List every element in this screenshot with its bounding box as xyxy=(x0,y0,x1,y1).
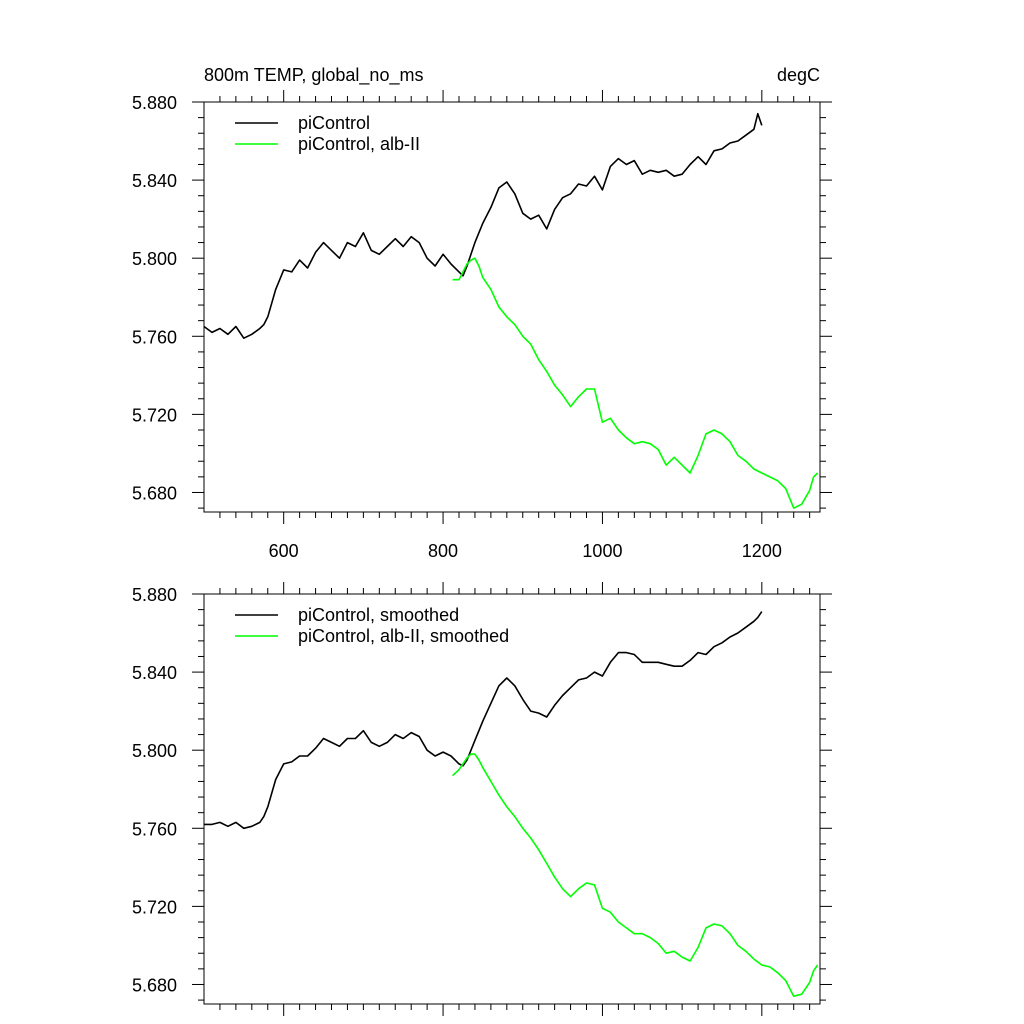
series-line-1 xyxy=(452,753,819,998)
y-tick-label: 5.840 xyxy=(132,171,177,191)
y-tick-label: 5.760 xyxy=(132,327,177,347)
y-tick-label: 5.760 xyxy=(132,819,177,839)
bottom-series xyxy=(204,611,819,998)
legend-label: piControl, alb-II, smoothed xyxy=(298,626,509,646)
legend-label: piControl, alb-II xyxy=(298,134,420,154)
y-tick-label: 5.800 xyxy=(132,249,177,269)
series-line-1 xyxy=(452,257,819,509)
top-tick-labels: 600 800 1000 1200 5.680 5.720 5.760 5.800 5.840 5… xyxy=(132,93,782,561)
x-tick-label: 600 xyxy=(269,541,299,561)
top-title-right: degC xyxy=(777,65,820,85)
x-tick-label: 800 xyxy=(428,541,458,561)
bottom-panel: 5.680 5.720 5.760 5.800 5.840 5.880 piControl… xyxy=(132,582,832,1016)
top-panel: 800m TEMP, global_no_ms degC 600 800 1000 1… xyxy=(132,65,832,561)
legend-label: piControl, smoothed xyxy=(298,605,459,625)
series-line-0 xyxy=(204,611,763,830)
top-axis-ticks xyxy=(192,90,832,524)
y-tick-label: 5.880 xyxy=(132,585,177,605)
y-tick-label: 5.680 xyxy=(132,975,177,995)
y-tick-label: 5.720 xyxy=(132,897,177,917)
y-tick-label: 5.840 xyxy=(132,663,177,683)
legend-label: piControl xyxy=(298,113,370,133)
bottom-axis-ticks xyxy=(192,582,832,1016)
x-tick-label: 1200 xyxy=(742,541,782,561)
y-tick-label: 5.880 xyxy=(132,93,177,113)
top-title-left: 800m TEMP, global_no_ms xyxy=(204,65,423,86)
top-series xyxy=(203,112,819,509)
bottom-tick-labels: 5.680 5.720 5.760 5.800 5.840 5.880 xyxy=(132,585,177,995)
y-tick-label: 5.800 xyxy=(132,741,177,761)
y-tick-label: 5.680 xyxy=(132,483,177,503)
series-line-0 xyxy=(203,112,763,340)
bottom-plot-frame xyxy=(203,593,821,1005)
y-tick-label: 5.720 xyxy=(132,405,177,425)
top-plot-frame xyxy=(203,101,821,513)
x-tick-label: 1000 xyxy=(582,541,622,561)
